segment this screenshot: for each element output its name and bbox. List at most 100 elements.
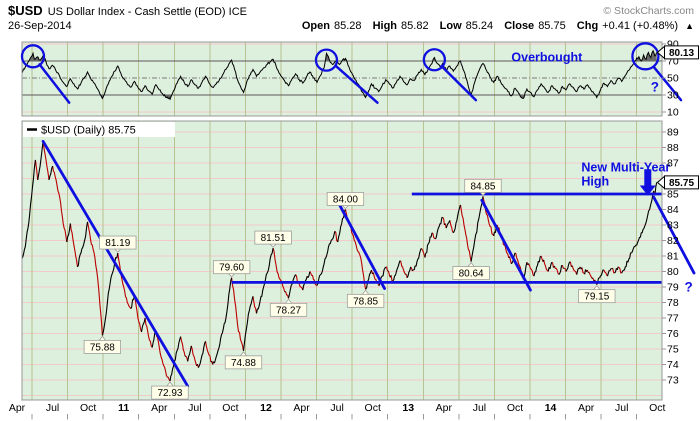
price-callout-box	[224, 355, 263, 370]
rsi-peak-circle	[314, 48, 339, 72]
price-axis-label: 77	[667, 313, 679, 325]
price-callout-label: 84.00	[333, 195, 358, 206]
x-axis-label: Oct	[649, 402, 665, 414]
price-axis-label: 80	[667, 266, 679, 278]
price-axis-label: 89	[667, 127, 679, 139]
price-trendline	[41, 139, 190, 388]
price-callout-label: 74.88	[231, 358, 256, 369]
price-callout-box	[269, 302, 308, 317]
rsi-trendline	[652, 65, 683, 102]
price-trendline	[338, 203, 386, 290]
price-callout-label: 72.93	[157, 388, 182, 399]
price-callout-box	[452, 266, 490, 280]
rsi-line	[22, 49, 658, 101]
question-mark-annotation: ?	[651, 80, 659, 95]
price-callout-box	[346, 293, 385, 308]
chart-header: $USD US Dollar Index - Cash Settle (EOD) …	[8, 3, 247, 18]
price-callout-box	[83, 339, 121, 354]
ohlc-readout: Open 85.28 High 85.82 Low 85.24 Close 85.75 …	[294, 20, 694, 32]
price-axis-label: 74	[667, 359, 679, 371]
stockcharts-credit: © StockCharts.com	[603, 5, 694, 17]
rsi-current-box	[664, 45, 699, 60]
low-label: Low	[439, 20, 462, 32]
x-axis-label: 11	[118, 402, 129, 414]
symbol: $USD	[8, 3, 43, 18]
text-annotation: Overbought	[511, 50, 583, 64]
chg-label: Chg	[576, 20, 599, 32]
rsi-peak-circle	[631, 42, 660, 71]
price-callout-label: 79.60	[219, 263, 244, 274]
legend-label: $USD (Daily) 85.75	[41, 125, 136, 137]
rsi-trendline	[334, 64, 379, 104]
chg-value: +0.41 (+0.48%)	[602, 20, 679, 32]
price-callout-label: 79.15	[584, 292, 609, 303]
text-annotation: High	[581, 174, 609, 188]
change-up-triangle-icon: ▲	[685, 21, 694, 31]
x-axis-label: Jul	[615, 402, 628, 414]
price-axis-label: 82	[667, 235, 679, 247]
price-callout-box	[212, 260, 251, 275]
x-axis-label: Apr	[293, 402, 310, 414]
price-panel-background	[22, 121, 662, 400]
price-callout-box	[326, 192, 365, 206]
price-axis-label: 88	[667, 142, 679, 154]
price-axis-label: 76	[667, 328, 679, 340]
x-axis-label: Jul	[46, 402, 59, 414]
price-axis-label: 87	[667, 158, 679, 170]
price-callout-box	[151, 385, 189, 400]
open-label: Open	[301, 20, 330, 32]
price-current-box	[664, 175, 699, 190]
x-axis-label: Jul	[473, 402, 486, 414]
chart-title: US Dollar Index - Cash Settle (EOD) ICE	[47, 6, 247, 18]
price-axis-label: 79	[667, 282, 679, 294]
x-axis-label: Apr	[151, 402, 168, 414]
price-panel-border	[21, 120, 663, 401]
rsi-panel-background	[22, 42, 662, 116]
price-axis-label: 73	[667, 375, 679, 387]
x-axis-label: Oct	[365, 402, 381, 414]
x-axis-label: Jul	[188, 402, 201, 414]
high-value: 85.82	[401, 20, 429, 32]
rsi-current-value: 80.13	[669, 48, 694, 59]
chart-date: 26-Sep-2014	[8, 20, 72, 32]
price-callout-label: 80.64	[459, 269, 484, 280]
x-axis-label: 12	[260, 402, 272, 414]
price-callout-label: 75.88	[90, 342, 115, 353]
x-axis-label: Oct	[222, 402, 238, 414]
price-axis-label: 83	[667, 220, 679, 232]
price-callout-box	[254, 230, 292, 245]
rsi-peak-circle	[422, 48, 447, 72]
x-axis-label: Oct	[507, 402, 523, 414]
price-axis-label: 85	[667, 189, 679, 201]
open-value: 85.28	[333, 20, 362, 32]
x-axis-label: Jul	[330, 402, 343, 414]
question-mark-annotation: ?	[685, 280, 693, 295]
price-trendline	[652, 195, 696, 275]
x-axis-label: 13	[402, 402, 414, 414]
x-axis-label: Apr	[578, 402, 595, 414]
rsi-axis-label: 30	[667, 90, 679, 102]
rsi-axis-label: 50	[667, 73, 679, 85]
close-value: 85.75	[538, 20, 566, 32]
rsi-trendline	[440, 64, 478, 102]
price-callout-label: 81.51	[261, 233, 286, 244]
price-callout-box	[464, 178, 502, 193]
low-value: 85.24	[465, 20, 494, 32]
rsi-peak-circle	[20, 44, 46, 69]
text-annotation: New Multi-Year	[581, 161, 670, 175]
rsi-panel-border	[21, 41, 663, 117]
price-callout-label: 78.27	[276, 305, 301, 316]
price-callout-label: 84.85	[470, 181, 495, 192]
price-callout-box	[99, 235, 137, 250]
legend-background	[23, 122, 175, 137]
price-trendline	[480, 198, 532, 292]
high-label: High	[372, 20, 398, 32]
x-axis-label: Oct	[80, 402, 96, 414]
price-axis-label: 81	[667, 251, 679, 263]
rsi-axis-label: 10	[667, 107, 679, 119]
x-axis-label: 14	[545, 402, 557, 414]
price-axis-label: 84	[667, 204, 679, 216]
rsi-trendline	[38, 63, 71, 104]
